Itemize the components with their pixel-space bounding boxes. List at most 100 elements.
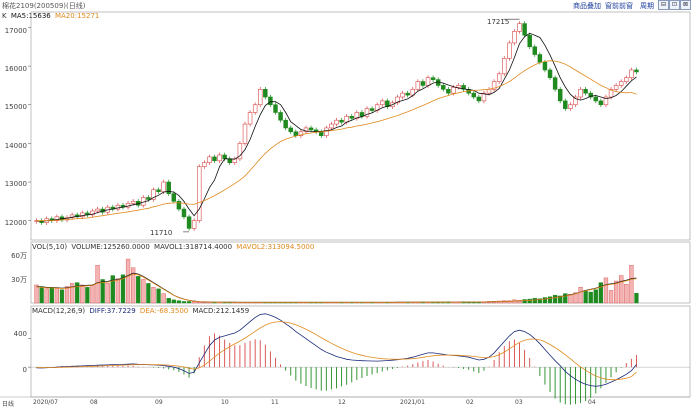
price-tick-label: 12000 [4,219,27,227]
x-axis-label: 09 [155,399,163,406]
overlay-commodity-button[interactable]: 商品叠加 [573,2,601,10]
period-button[interactable]: 周期 [640,2,654,10]
x-axis-label: 12 [338,399,346,406]
volume-bar [136,276,141,304]
volume-tick-label: 60万 [11,252,27,260]
low-annotation: 11710 [150,229,173,237]
volume-bar [151,287,156,304]
candle-body [634,69,639,73]
candle-body [395,96,400,104]
volume-bar [59,289,65,304]
window-toggle-button[interactable]: 窗前前窗 [605,2,633,10]
candle-body [349,116,354,119]
candle-body [522,23,527,36]
ma20-legend: MA20:15271 [54,12,100,20]
ma5-line [36,32,637,222]
candle-body [288,127,293,133]
volume-bar [629,265,634,304]
candle-body [293,131,299,136]
candle-body [583,88,588,94]
candle-body [491,81,497,90]
candle-body [446,88,451,94]
candle-body [247,112,253,125]
volume-bar [115,278,121,304]
candle-body [283,119,288,129]
maximize-icon[interactable]: ⊡ [669,0,680,10]
volume-bar [34,284,39,304]
volume-bar [522,299,527,304]
minimize-icon[interactable]: ⊟ [658,0,669,10]
candle-body [400,92,405,98]
volume-bar [603,277,609,304]
candle-body [369,108,375,111]
volume-bar [507,300,512,304]
candle-body [430,77,436,80]
candle-body [512,31,517,44]
diff-line [36,313,637,387]
volume-bar [563,293,568,304]
candle-body [115,204,121,210]
volume-bar [171,299,176,304]
candle-body [441,85,446,90]
volume-bar [120,274,126,304]
volume-bar [166,298,171,304]
candle-body [329,123,334,129]
candle-body [222,154,227,160]
candle-body [415,81,421,90]
volume-bar [532,298,537,304]
x-axis-label: 03 [515,399,523,406]
volume-bar [131,267,136,304]
candle-body [527,34,532,48]
volume-bar [69,283,75,304]
candle-body [425,77,431,86]
volume-bar [146,283,151,304]
candle-body [542,61,548,71]
volume-bar [161,293,166,304]
candle-body [176,201,182,210]
candle-body [629,69,634,78]
volume-bar [100,279,105,304]
x-axis-label: 04 [588,399,596,406]
title-bar: 棉花2109(200509)(日线) 商品叠加 窗前前窗 周期 ⊟ ⊡ ⊠ [0,0,691,11]
candle-body [237,143,243,160]
volume-bar [573,292,578,304]
candle-body [202,162,207,167]
diff-legend: DIFF:37.7229 [89,307,136,315]
volume-bar [593,289,598,304]
candle-body [171,193,177,202]
volume-bar [613,280,619,304]
candle-body [130,201,136,204]
macd-params: MACD(12,26,9) [32,307,86,315]
candle-body [191,220,197,229]
volume-bar [588,291,593,304]
volume-bar [598,282,604,304]
candle-body [273,104,278,113]
volume-bar [64,286,70,304]
x-axis-label: 02 [466,399,474,406]
volume-bar [49,287,54,304]
candle-body [212,156,217,162]
volume-bar [192,301,197,304]
volume-bar [156,288,161,304]
volume-legend: VOL(5,10) VOLUME:125260.0000 MAVOL1:3187… [32,243,316,251]
volume-bar [537,298,542,304]
volume-bar [619,275,624,304]
candle-body [80,212,85,218]
high-annotation: 17215 [487,18,510,26]
volume-bar [176,300,182,304]
volume-bar [634,292,639,304]
volume-bar [85,287,90,304]
volume-bar [39,286,44,304]
candle-body [303,127,309,133]
candle-body [334,119,339,125]
candle-body [319,131,324,136]
candle-body [618,81,624,86]
candle-body [227,158,232,164]
candle-body [537,54,543,63]
volume-bar [202,302,207,304]
macd-tick-label: 400 [13,330,27,338]
volume-bar [141,279,146,304]
candle-body [364,108,370,117]
volume-bar [517,299,522,304]
